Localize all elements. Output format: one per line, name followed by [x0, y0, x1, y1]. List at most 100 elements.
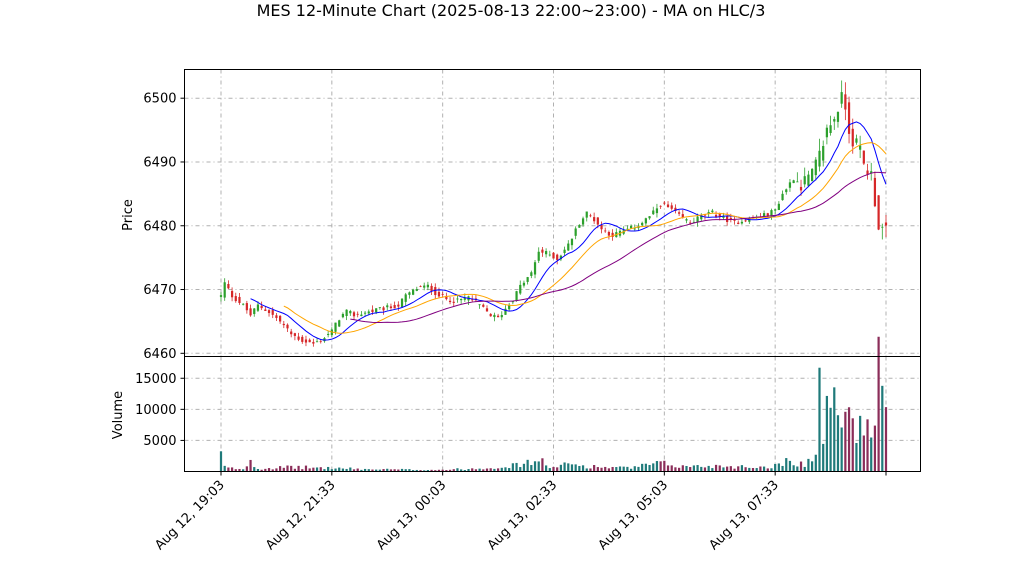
volume-bar: [256, 468, 260, 472]
candle-body: [508, 304, 511, 310]
candle-body: [822, 146, 825, 161]
volume-bar: [434, 470, 437, 472]
volume-bar: [581, 465, 585, 472]
candle-body: [703, 214, 707, 216]
candle-body: [729, 217, 732, 219]
volume-bar: [615, 467, 618, 472]
x-tick-label: Aug 13, 07:33: [706, 478, 782, 554]
candle-body: [245, 303, 248, 311]
volume-bar: [238, 468, 241, 472]
volume-bar: [393, 469, 396, 472]
candle-body: [762, 213, 766, 217]
candle-body: [293, 333, 296, 336]
volume-bar: [423, 470, 426, 472]
candle-body: [223, 282, 226, 298]
candle-body: [814, 159, 817, 176]
candle-body: [859, 145, 862, 150]
candle-body: [589, 215, 592, 217]
candle-body: [352, 312, 356, 317]
volume-bar: [814, 454, 817, 472]
candle-body: [552, 252, 555, 259]
candle-body: [537, 251, 540, 261]
candle-body: [234, 296, 237, 302]
candle-body: [740, 221, 744, 224]
volume-bar: [567, 463, 570, 472]
candle-body: [519, 284, 522, 294]
candle-body: [423, 285, 426, 288]
volume-bar: [774, 463, 777, 472]
candle-body: [304, 339, 308, 343]
candle-body: [563, 249, 566, 254]
candle-body: [426, 284, 429, 288]
volume-bar: [441, 469, 444, 472]
candle-body: [644, 218, 647, 224]
candle-body: [836, 111, 840, 122]
volume-bar: [286, 465, 289, 472]
volume-bar: [618, 466, 622, 472]
candle-body: [781, 193, 784, 201]
volume-bar: [526, 459, 529, 472]
candle-body: [338, 320, 341, 327]
volume-bar: [522, 463, 526, 472]
candle-body: [308, 339, 311, 343]
candle-body: [770, 210, 773, 217]
volume-bar: [271, 469, 274, 472]
candle-body: [389, 306, 393, 309]
candle-body: [430, 285, 433, 292]
volume-bar: [766, 468, 769, 472]
volume-bar: [227, 467, 230, 472]
volume-bar: [622, 466, 625, 472]
candle-body: [360, 314, 363, 317]
candle-body: [434, 287, 437, 296]
candle-body: [840, 92, 843, 104]
volume-bar: [356, 468, 359, 472]
candle-body: [818, 150, 821, 167]
volume-bar: [415, 469, 418, 472]
volume-bar: [511, 463, 514, 472]
volume-bar: [666, 465, 670, 472]
candle-body: [315, 341, 319, 343]
candle-body: [714, 214, 718, 217]
candle-body: [611, 232, 614, 237]
candle-body: [604, 230, 607, 232]
volume-bar: [223, 465, 226, 472]
price-panel-frame: [184, 69, 921, 357]
candle-body: [877, 195, 880, 230]
candle-body: [696, 216, 699, 223]
volume-bar: [700, 466, 703, 472]
candle-body: [559, 255, 562, 260]
candle-body: [448, 300, 452, 303]
candle-body: [626, 228, 629, 230]
candle-body: [652, 210, 655, 215]
volume-bar: [315, 467, 319, 472]
volume-bar: [740, 465, 744, 472]
candle-body: [334, 322, 337, 332]
candle-body: [777, 203, 780, 210]
volume-bar: [279, 466, 282, 472]
volume-bar: [467, 469, 470, 472]
candle-body: [249, 308, 252, 316]
volume-bar: [448, 469, 452, 472]
volume-bar: [541, 458, 544, 472]
volume-axis-ticks: 5000 10000 15000: [135, 372, 185, 449]
volume-bar: [397, 469, 400, 472]
x-tick-label: Aug 13, 02:33: [485, 478, 561, 554]
candle-body: [718, 213, 721, 218]
volume-bar: [545, 465, 548, 472]
candle-body: [267, 310, 271, 313]
volume-bar: [430, 469, 433, 472]
candle-body: [785, 189, 788, 193]
candle-body: [807, 174, 810, 186]
candle-body: [441, 293, 444, 295]
candle-body: [290, 331, 293, 335]
volume-bar: [825, 395, 828, 472]
candle-body: [260, 305, 263, 309]
candle-body: [533, 262, 537, 275]
volume-bar: [781, 465, 784, 472]
candle-body: [437, 291, 441, 297]
candle-body: [567, 243, 570, 251]
candle-body: [792, 180, 795, 184]
volume-bar: [389, 469, 393, 472]
candle-body: [829, 125, 832, 134]
candle-body: [404, 294, 407, 302]
